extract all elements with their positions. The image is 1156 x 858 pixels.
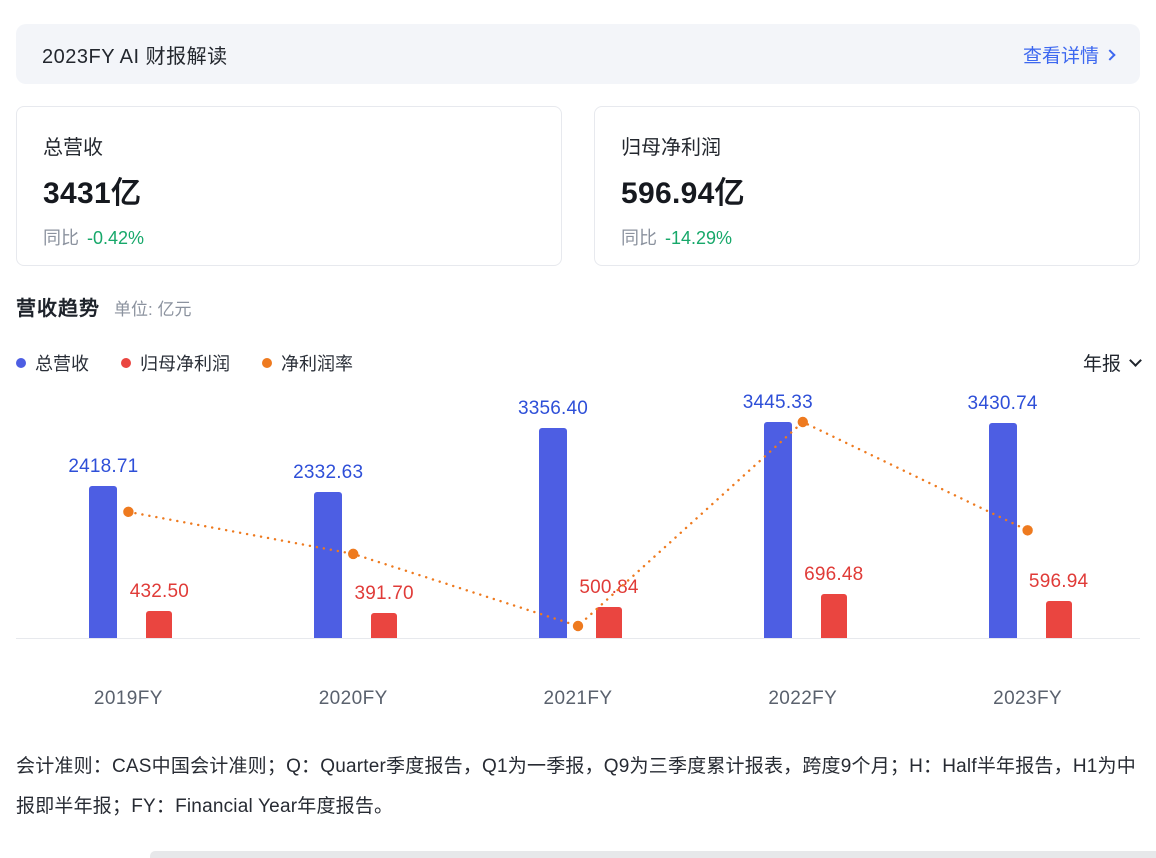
legend-label: 总营收 [35,353,89,374]
chevron-down-icon [1129,354,1142,367]
category-label: 2021FY [543,688,613,709]
yoy-value: -0.42% [87,228,145,248]
net-margin-point[interactable] [348,548,359,560]
bar-net-profit[interactable] [146,610,173,638]
legend-dot-blue [16,357,26,368]
revenue-value-label: 2418.71 [68,456,139,478]
revenue-value-label: 2332.63 [293,461,364,483]
bar-total-revenue[interactable] [763,422,792,638]
legend-dot-red [121,357,131,368]
bar-total-revenue[interactable] [89,486,118,638]
chart-legend: 总营收 归母净利润 净利润率 [16,350,353,376]
legend-dot-orange [262,357,272,368]
net-profit-card: 归母净利润 596.94亿 同比 -14.29% [594,106,1140,266]
bar-net-profit[interactable] [1045,600,1072,638]
report-banner: 2023FY AI 财报解读 查看详情 [16,24,1140,84]
card-label: 归母净利润 [621,137,721,159]
section-title: 营收趋势 [16,298,100,320]
period-selector-label: 年报 [1082,354,1121,375]
view-details-label: 查看详情 [1022,45,1099,67]
x-axis-line [16,638,1140,639]
card-value: 3431亿 [43,177,142,210]
category-label: 2020FY [318,688,388,709]
legend-item-net-margin[interactable]: 净利润率 [262,350,353,376]
profit-value-label: 596.94 [1028,570,1089,592]
profit-value-label: 432.50 [129,580,190,602]
accounting-footnote: 会计准则：CAS中国会计准则；Q：Quarter季度报告，Q1为一季报，Q9为三… [16,756,1136,817]
bar-total-revenue[interactable] [988,422,1017,638]
yoy-label: 同比 [621,228,657,248]
total-revenue-card: 总营收 3431亿 同比 -0.42% [16,106,562,266]
category-label: 2022FY [768,688,838,709]
legend-label: 归母净利润 [140,353,230,374]
net-margin-point[interactable] [797,416,808,428]
net-margin-point[interactable] [572,620,584,632]
net-margin-line-layer [123,416,1033,632]
legend-row: 总营收 归母净利润 净利润率 年报 [16,349,1142,376]
period-selector-dropdown[interactable]: 年报 [1082,349,1142,376]
category-label: 2019FY [93,688,163,709]
revenue-value-label: 3356.40 [517,397,589,419]
stat-cards: 总营收 3431亿 同比 -0.42% 归母净利润 596.94亿 同比 -14… [16,106,1140,266]
next-section-edge [150,851,1156,858]
bar-net-profit[interactable] [371,613,398,638]
net-margin-point[interactable] [123,506,134,518]
banner-title: 2023FY AI 财报解读 [42,45,228,68]
profit-value-label: 500.84 [579,576,639,598]
yoy-label: 同比 [43,228,79,248]
card-label: 总营收 [43,137,103,159]
revenue-value-label: 3430.74 [967,392,1038,414]
net-margin-point[interactable] [1022,525,1033,536]
bar-total-revenue[interactable] [539,427,567,638]
revenue-trend-chart: 2418.71 432.50 2019FY 2332.63 391.70 2020FY 33… [16,386,1140,731]
profit-value-label: 696.48 [804,564,864,586]
section-unit: 单位: 亿元 [114,300,192,319]
view-details-button[interactable]: 查看详情 [1022,41,1116,68]
bar-net-profit[interactable] [596,606,622,638]
bar-total-revenue[interactable] [314,491,343,638]
yoy-value: -14.29% [665,228,733,248]
category-label: 2023FY [993,688,1063,709]
legend-item-total-revenue[interactable]: 总营收 [16,350,89,376]
card-value: 596.94亿 [621,177,745,210]
legend-item-net-profit[interactable]: 归母净利润 [121,350,230,376]
revenue-value-label: 3445.33 [742,392,813,413]
section-header: 营收趋势 单位: 亿元 [16,292,1140,321]
profit-value-label: 391.70 [354,583,414,605]
bar-net-profit[interactable] [820,594,847,638]
chevron-right-icon [1104,48,1116,61]
legend-label: 净利润率 [281,353,353,374]
